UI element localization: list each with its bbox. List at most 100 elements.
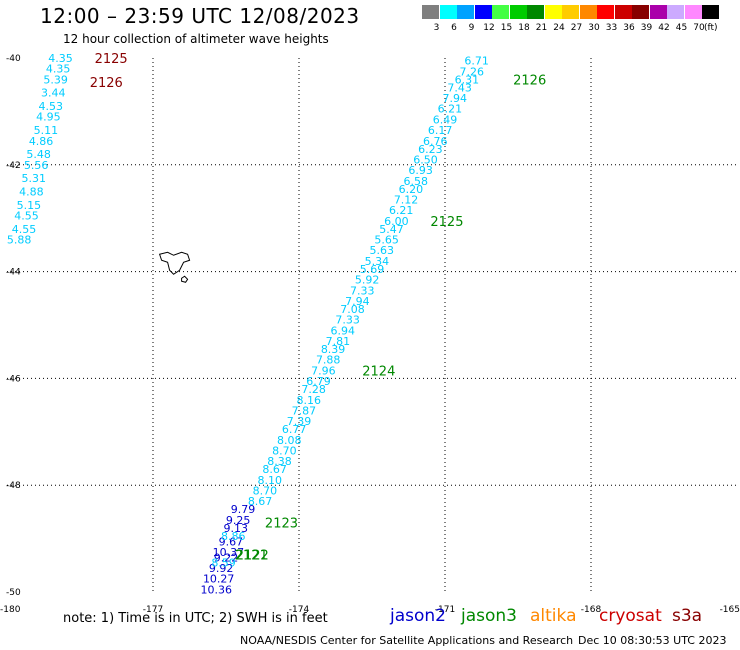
wave-height-label: 7.12 — [394, 194, 419, 207]
wave-height-label: 10.36 — [201, 583, 233, 596]
scale-unit: (ft) — [704, 23, 718, 33]
wave-height-label: 5.39 — [43, 73, 68, 86]
scale-swatch — [667, 5, 684, 19]
wave-height-label: 8.70 — [253, 485, 278, 498]
pass-number-label: 2125 — [95, 52, 128, 67]
scale-label: 33 — [605, 23, 618, 33]
scale-swatch — [632, 5, 649, 19]
wave-height-label: 6.79 — [306, 375, 331, 388]
y-tick-label: -50 — [6, 588, 21, 598]
wave-height-label: 6.20 — [399, 183, 424, 196]
scale-label: 24 — [553, 23, 565, 33]
wave-height-label: 5.47 — [379, 223, 404, 236]
scale-label: 18 — [518, 23, 530, 33]
wave-height-label: 9.67 — [219, 535, 244, 548]
wave-height-label: 6.21 — [389, 204, 414, 217]
y-tick-label: -48 — [6, 481, 21, 491]
scale-swatch — [597, 5, 614, 19]
y-tick-label: -40 — [6, 54, 21, 64]
wave-height-label: 8.10 — [258, 474, 283, 487]
wave-height-label: 4.95 — [36, 111, 61, 124]
pass-number-label: 2125 — [430, 215, 463, 230]
wave-height-label: 5.11 — [34, 124, 59, 137]
wave-height-label: 5.34 — [365, 255, 390, 268]
scale-label: 42 — [658, 23, 670, 33]
wave-height-label: 4.35 — [48, 52, 73, 65]
scale-swatch — [562, 5, 579, 19]
x-tick-label: -171 — [435, 605, 455, 615]
wave-height-label: 6.31 — [455, 73, 480, 86]
scale-swatch — [649, 5, 667, 19]
wave-height-label: 7.08 — [340, 303, 365, 316]
pass-number-label: 2126 — [90, 76, 123, 91]
scale-label: 30 — [588, 23, 600, 33]
wave-height-label: 6.00 — [384, 215, 409, 228]
scale-swatch — [422, 5, 439, 19]
x-tick-label: -165 — [720, 605, 740, 615]
wave-height-label: 4.55 — [14, 210, 39, 223]
wave-height-label: 10.37 — [213, 546, 245, 559]
wave-height-label: 8.67 — [262, 463, 287, 476]
wave-height-label: 7.39 — [287, 415, 312, 428]
wave-height-label: 6.94 — [331, 324, 356, 337]
wave-height-label: 7.43 — [447, 81, 472, 94]
scale-label: 9 — [468, 23, 475, 33]
footer-note: note: 1) Time is in UTC; 2) SWH is in fe… — [63, 611, 328, 626]
islet-outline — [181, 275, 189, 283]
wave-height-label: 5.88 — [7, 234, 32, 247]
scale-swatch — [492, 5, 509, 19]
scale-label: 45 — [675, 23, 688, 33]
wave-height-label: 8.39 — [321, 343, 346, 356]
legend-jason2: jason2 — [390, 606, 446, 626]
wave-height-label: 7.81 — [326, 335, 351, 348]
wave-height-label: 7.94 — [345, 295, 370, 308]
wave-height-label: 7.33 — [350, 284, 375, 297]
x-tick-label: -180 — [0, 605, 21, 615]
wave-height-label: 8.16 — [296, 394, 321, 407]
pass-number-label: 2122 — [236, 549, 269, 564]
timestamp-text: Dec 10 08:30:53 UTC 2023 — [578, 634, 727, 647]
wave-height-label: 6.77 — [282, 423, 307, 436]
wave-height-label: 7.88 — [316, 354, 341, 367]
wave-height-label: 7.94 — [442, 92, 467, 105]
scale-swatch — [457, 5, 474, 19]
scale-swatch — [702, 5, 719, 19]
y-tick-label: -44 — [6, 268, 21, 278]
wave-height-label: 9.25 — [226, 514, 251, 527]
scale-label: 27 — [570, 23, 583, 33]
x-tick-label: -174 — [289, 605, 310, 615]
pass-number-label: 2126 — [513, 73, 546, 88]
wave-height-label: 4.55 — [12, 223, 37, 236]
wave-height-label: 6.76 — [423, 135, 448, 148]
wave-height-label: 5.56 — [24, 159, 49, 172]
legend-cryosat: cryosat — [599, 606, 662, 626]
scale-swatch — [684, 5, 702, 19]
wave-height-label: 7.87 — [292, 404, 317, 417]
scale-swatch — [544, 5, 562, 19]
pass-number-label: 2121 — [235, 549, 268, 564]
wave-height-label: 6.58 — [404, 175, 429, 188]
wave-height-label: 8.67 — [248, 495, 273, 508]
wave-height-label: 6.71 — [464, 55, 489, 68]
wave-height-label: 6.23 — [418, 143, 443, 156]
wave-height-label: 6.50 — [413, 153, 438, 166]
wave-height-label: 6.93 — [408, 164, 433, 177]
pass-number-label: 2123 — [265, 517, 298, 532]
scale-label: 6 — [451, 23, 457, 33]
y-tick-label: -42 — [6, 161, 21, 171]
wave-height-label: 9.92 — [209, 562, 234, 575]
wave-height-label: 5.15 — [17, 199, 42, 212]
chart-subtitle: 12 hour collection of altimeter wave hei… — [63, 32, 329, 46]
wave-height-label: 6.21 — [438, 103, 463, 116]
wave-height-label: 4.35 — [46, 63, 71, 76]
wave-height-label: 8.86 — [221, 530, 246, 543]
scale-label: 39 — [640, 23, 653, 33]
credit-text: NOAA/NESDIS Center for Satellite Applica… — [240, 634, 574, 647]
wave-height-label: 5.31 — [22, 172, 47, 185]
wave-height-label: 5.63 — [369, 244, 394, 257]
wave-height-label: 4.53 — [39, 100, 64, 113]
scale-swatch — [509, 5, 527, 19]
wave-height-label: 7.28 — [301, 383, 326, 396]
legend-s3a: s3a — [672, 606, 703, 626]
